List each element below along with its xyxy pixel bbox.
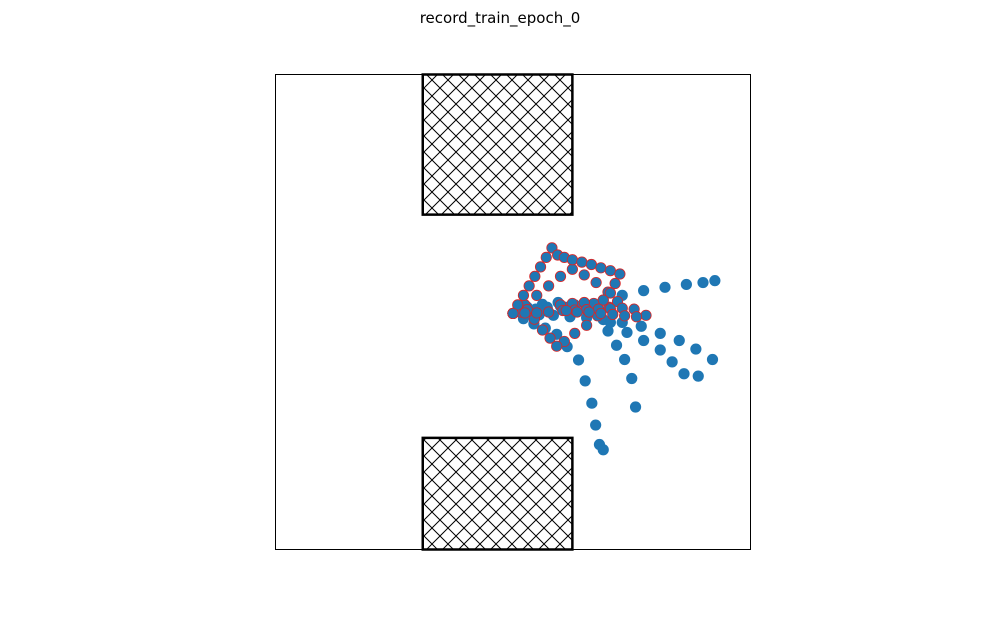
obstacle-2 xyxy=(421,436,574,551)
trajectory-1-point xyxy=(579,375,591,387)
trajectory-7-point xyxy=(614,268,626,280)
trajectory-7 xyxy=(507,242,626,320)
trajectory-7-point xyxy=(595,262,607,274)
trajectory-2-point xyxy=(629,401,642,413)
trajectory-4-point xyxy=(638,334,650,347)
chart-title: record_train_epoch_0 xyxy=(419,9,581,27)
trajectory-8-point xyxy=(630,311,643,323)
trajectory-5-point xyxy=(709,275,721,287)
trajectory-4-point xyxy=(666,356,678,368)
trajectory-6-point xyxy=(578,269,590,281)
trajectory-8-point xyxy=(640,309,652,321)
trajectory-8-point xyxy=(560,304,572,317)
trajectory-6-point xyxy=(554,270,567,282)
trajectory-1-point xyxy=(586,397,598,409)
trajectory-7-point xyxy=(540,251,552,263)
trajectory-7-point xyxy=(512,299,524,311)
trajectory-7-point xyxy=(543,306,555,318)
trajectory-5-point xyxy=(638,285,650,297)
trajectory-7-point xyxy=(529,270,541,282)
trajectory-4-point xyxy=(621,326,633,339)
trajectory-8-point xyxy=(619,310,631,322)
trajectory-6-point xyxy=(569,327,581,339)
trajectory-3-point xyxy=(673,334,685,347)
trajectory-6-point xyxy=(566,263,578,275)
trajectory-8-point xyxy=(583,306,595,318)
trajectory-7-point xyxy=(507,307,519,320)
trajectory-5-point xyxy=(659,281,671,293)
trajectory-4-point xyxy=(654,344,666,356)
trajectory-8-point xyxy=(595,307,607,320)
trajectory-8-point xyxy=(607,308,619,320)
trajectory-3-point xyxy=(635,320,647,332)
trajectory-8 xyxy=(557,302,652,323)
trajectory-5-point xyxy=(697,276,709,289)
trajectory-7-point xyxy=(585,258,597,271)
trajectory-1-point xyxy=(590,419,602,431)
trajectory-7-point xyxy=(534,261,547,273)
trajectory-2-point xyxy=(610,339,623,351)
trajectory-2-point xyxy=(619,353,631,366)
trajectories-layer xyxy=(507,242,721,456)
trajectory-6-point xyxy=(590,276,602,289)
obstacle-1 xyxy=(421,73,574,216)
trajectory-7-point xyxy=(519,307,531,319)
trajectory-5-point xyxy=(680,278,692,291)
trajectory-7-point xyxy=(604,287,616,299)
trajectory-6-point xyxy=(531,289,543,301)
trajectory-7-point xyxy=(523,280,535,292)
trajectory-6-point xyxy=(543,280,555,292)
trajectory-6-point xyxy=(581,319,593,331)
trajectory-7-point xyxy=(604,265,616,277)
trajectory-4-point xyxy=(692,370,704,382)
trajectory-7-point xyxy=(609,277,621,290)
trajectory-7-point xyxy=(517,289,530,301)
trajectory-6-point xyxy=(551,340,563,352)
trajectory-3-point xyxy=(706,353,719,366)
trajectory-4-point xyxy=(678,368,690,380)
trajectory-7-point xyxy=(566,254,578,266)
trajectory-3-point xyxy=(654,327,666,339)
trajectory-7-point xyxy=(531,307,543,319)
obstacles-layer xyxy=(421,73,574,551)
trajectory-7-point xyxy=(576,256,588,268)
trajectory-6-point xyxy=(544,332,556,344)
trajectory-6-point xyxy=(536,324,549,336)
trajectory-1-point xyxy=(572,354,585,366)
trajectory-2-point xyxy=(626,372,638,385)
trajectory-8-point xyxy=(571,306,583,318)
trajectory-1-point xyxy=(597,444,609,456)
trajectory-3-point xyxy=(690,343,702,355)
